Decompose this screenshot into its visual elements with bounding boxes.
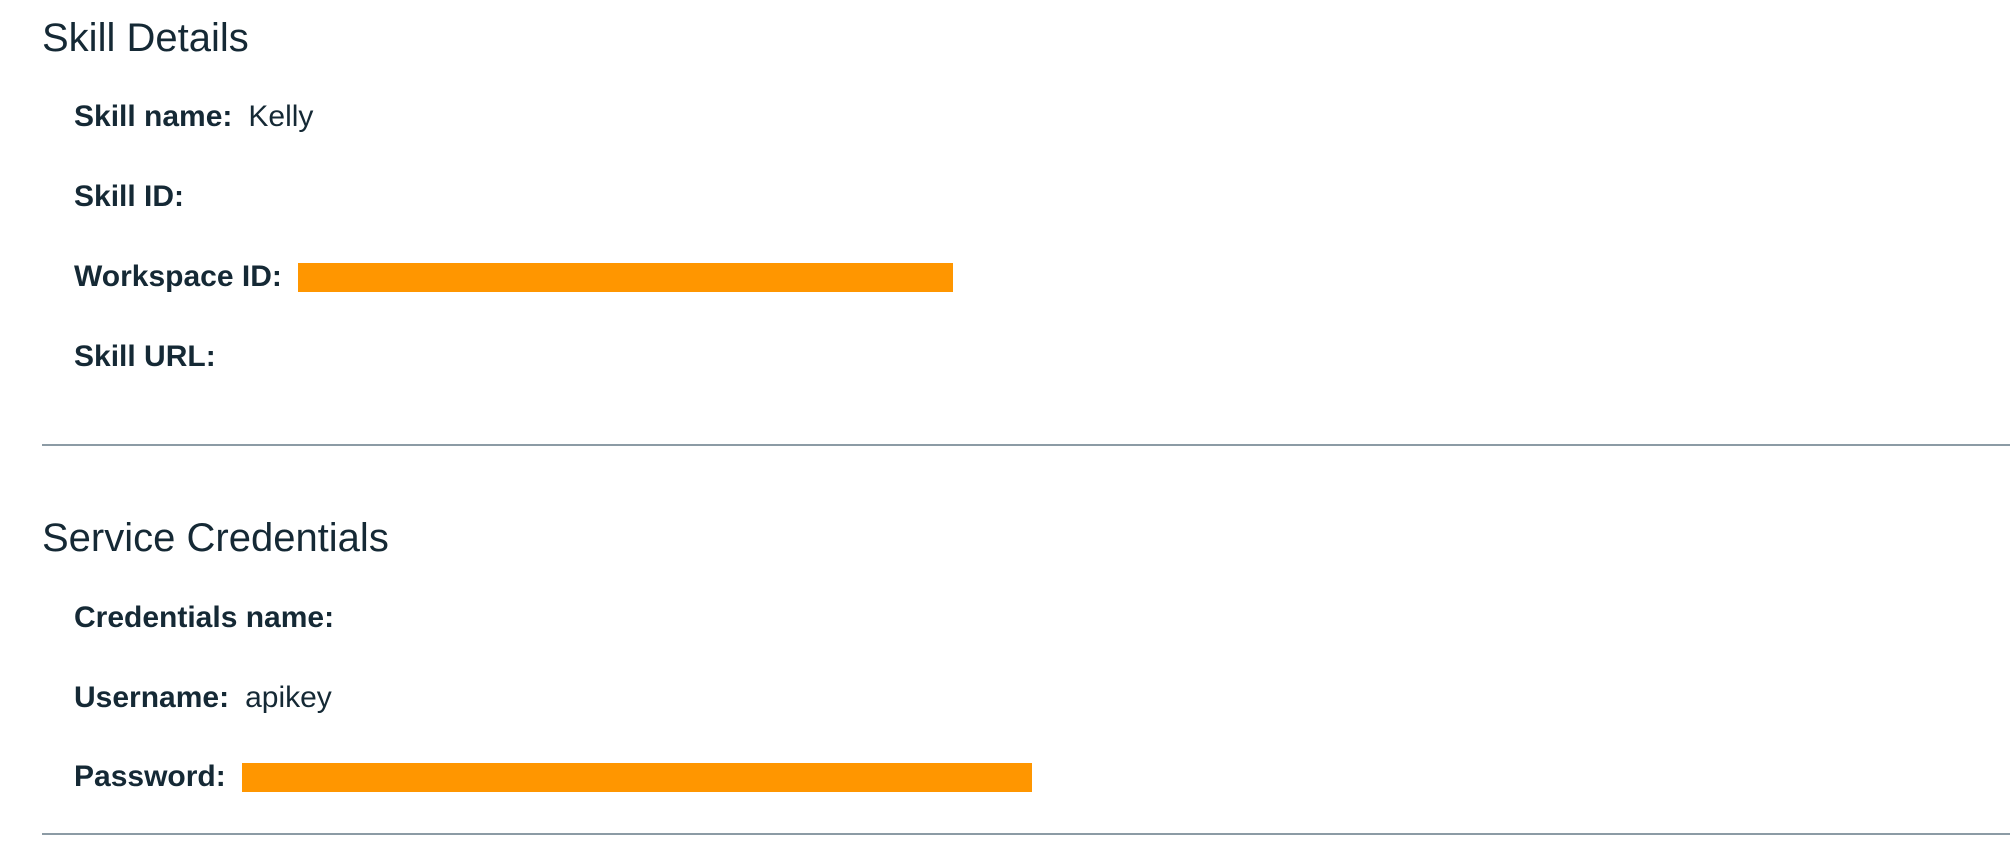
workspace-id-label: Workspace ID: bbox=[74, 260, 282, 293]
service-credentials-title: Service Credentials bbox=[42, 516, 389, 560]
skill-name-label: Skill name: bbox=[74, 100, 233, 133]
section-divider bbox=[42, 444, 2010, 446]
workspace-id-redaction bbox=[297, 262, 953, 292]
password-redaction bbox=[241, 762, 1032, 792]
skill-url-label: Skill URL: bbox=[74, 340, 216, 373]
workspace-id-row: Workspace ID: bbox=[74, 253, 953, 301]
bottom-divider bbox=[42, 833, 2010, 835]
skill-id-row: Skill ID: bbox=[74, 173, 184, 221]
credentials-name-label: Credentials name: bbox=[74, 601, 335, 634]
credentials-name-row: Credentials name: bbox=[74, 594, 334, 642]
username-row: Username: apikey bbox=[74, 674, 332, 722]
username-label: Username: bbox=[74, 681, 230, 714]
password-row: Password: bbox=[74, 753, 1032, 801]
username-value: apikey bbox=[245, 681, 332, 714]
skill-url-row: Skill URL: bbox=[74, 333, 216, 381]
skill-details-title: Skill Details bbox=[42, 16, 249, 60]
skill-name-value: Kelly bbox=[248, 100, 314, 133]
password-label: Password: bbox=[74, 760, 226, 793]
skill-name-row: Skill name: Kelly bbox=[74, 93, 313, 141]
skill-id-label: Skill ID: bbox=[74, 180, 185, 213]
